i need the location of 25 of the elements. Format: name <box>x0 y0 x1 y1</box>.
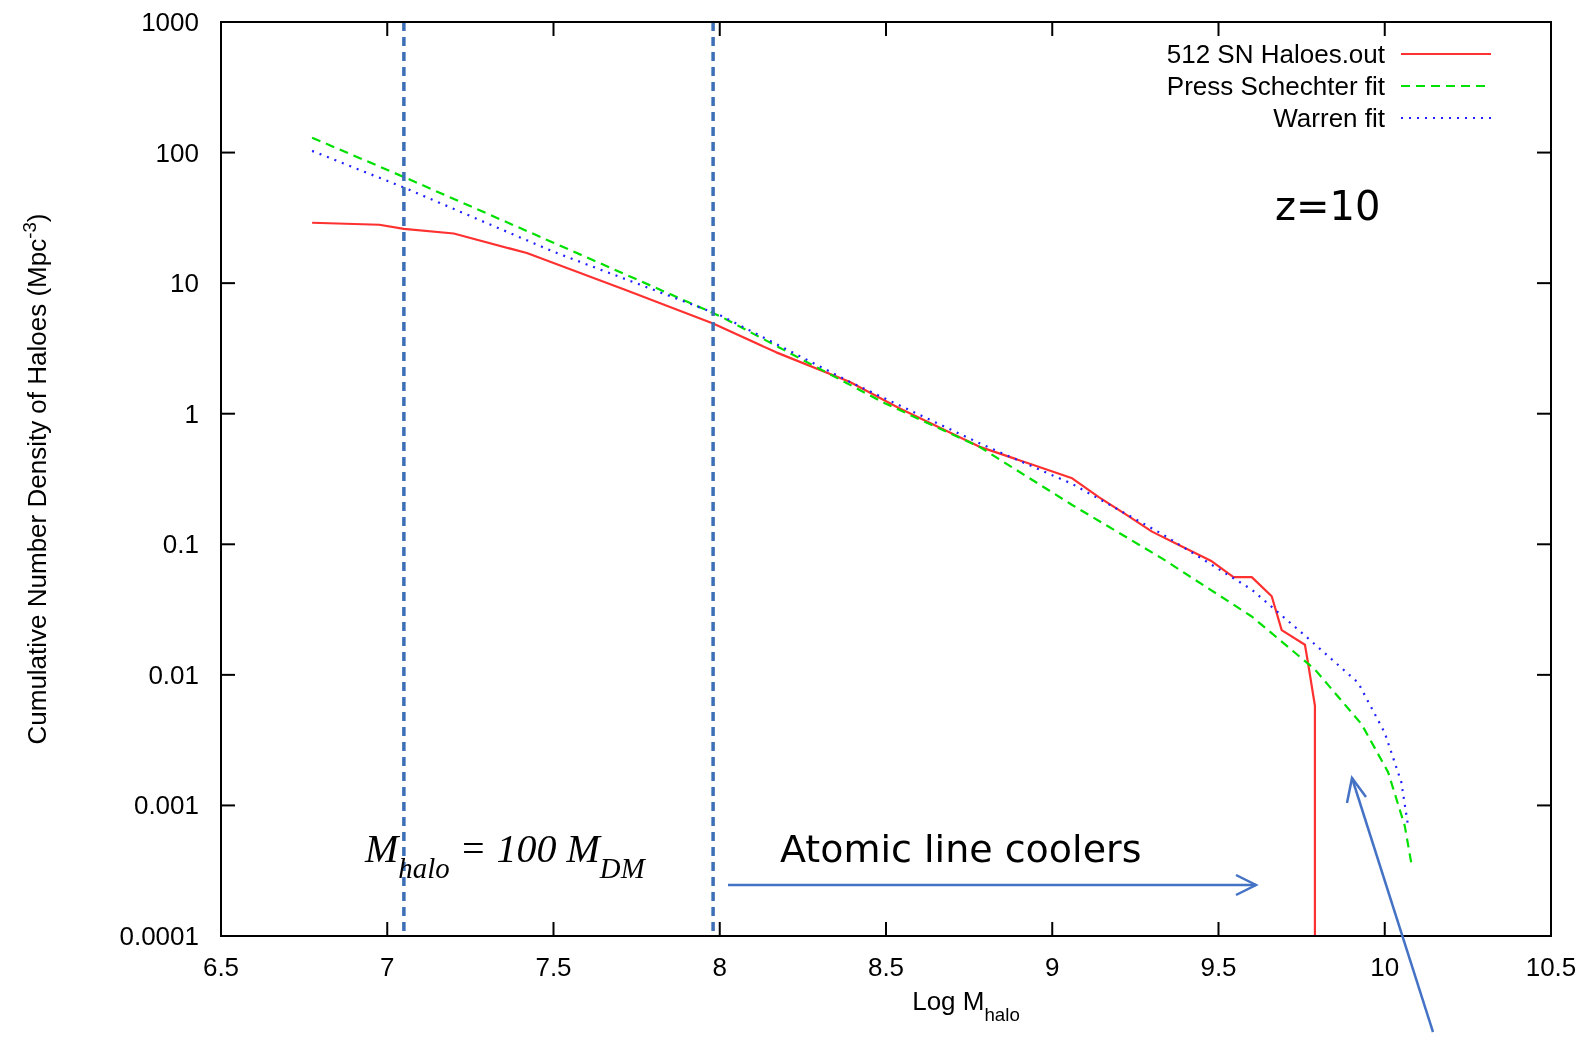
y-tick-label: 1 <box>184 398 199 429</box>
annotation: Atomic line coolers <box>780 827 1142 871</box>
x-tick-label: 7.5 <box>535 952 572 982</box>
x-tick-label: 9.5 <box>1200 952 1237 982</box>
y-tick-label: 100 <box>155 137 199 168</box>
annotation: M$_{halo}$ = 100 M$_{DM}$ <box>364 826 647 884</box>
x-axis-title: Log M$_{halo}$ <box>912 986 1020 1025</box>
y-tick-label: 0.1 <box>162 529 199 560</box>
legend-label: Press Schechter fit <box>1166 71 1386 101</box>
x-tick-label: 10 <box>1370 952 1400 982</box>
legend-label: 512 SN Haloes.out <box>1166 39 1386 69</box>
x-tick-label: 7 <box>380 952 395 982</box>
line-series <box>311 221 1317 938</box>
y-tick-label: 0.001 <box>133 790 199 821</box>
x-tick-label: 8 <box>712 952 727 982</box>
annotation: z=10 <box>1275 183 1381 229</box>
legend-label: Warren fit <box>1273 103 1386 133</box>
x-tick-label: 6.5 <box>202 952 240 982</box>
x-tick-label: 8.5 <box>867 952 905 982</box>
y-tick-label: 0.0001 <box>119 921 199 951</box>
y-tick-label: 1000 <box>141 7 199 37</box>
x-tick-label: 9 <box>1045 952 1060 982</box>
x-tick-label: 10.5 <box>1525 952 1577 982</box>
y-tick-label: 0.01 <box>148 659 199 690</box>
y-tick-label: 10 <box>170 268 199 299</box>
